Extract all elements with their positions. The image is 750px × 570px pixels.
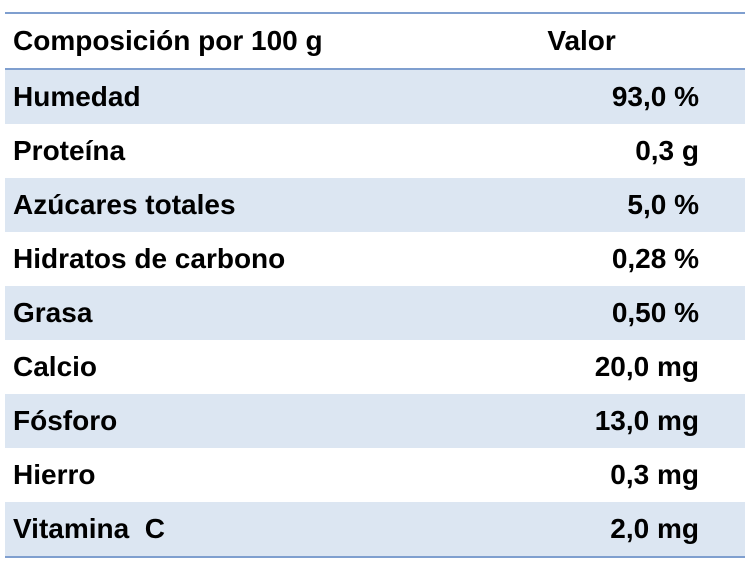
header-row: Composición por 100 g Valor bbox=[5, 13, 745, 70]
header-cell: Composición por 100 g bbox=[5, 13, 508, 70]
header-cell: Valor bbox=[507, 13, 745, 70]
row-value: 0,28 % bbox=[611, 243, 699, 274]
table-row: Hidratos de carbono 0,28 % bbox=[5, 232, 745, 286]
table-row: Vitamina C 2,0 mg bbox=[5, 502, 745, 557]
row-label: Hidratos de carbono bbox=[13, 243, 286, 274]
table-row: Proteína 0,3 g bbox=[5, 124, 745, 178]
row-value: 0,3 mg bbox=[610, 459, 699, 490]
table-row: Grasa 0,50 % bbox=[5, 286, 745, 340]
row-value: 2,0 mg bbox=[507, 502, 745, 557]
table-row: Hierro 0,3 mg bbox=[5, 448, 745, 502]
row-value: 20,0 mg bbox=[594, 351, 699, 382]
row-label: Grasa bbox=[5, 286, 508, 340]
row-label: Fósforo bbox=[5, 394, 508, 448]
table-header: Composición por 100 g Valor bbox=[5, 13, 745, 70]
row-value: 93,0 % bbox=[507, 69, 745, 124]
table-row: Fósforo 13,0 mg bbox=[5, 394, 745, 448]
table-row: Calcio 20,0 mg bbox=[5, 340, 745, 394]
nutrition-table: Composición por 100 g Valor Humedad 93,0 %… bbox=[5, 12, 745, 558]
row-label: Calcio bbox=[13, 351, 98, 382]
row-label: Humedad bbox=[5, 69, 508, 124]
row-label: Azúcares totales bbox=[5, 178, 508, 232]
row-value: 0,3 g bbox=[635, 135, 699, 166]
row-value: 13,0 mg bbox=[507, 394, 745, 448]
table-row: Humedad 93,0 % bbox=[5, 69, 745, 124]
table-row: Azúcares totales 5,0 % bbox=[5, 178, 745, 232]
row-value: 5,0 % bbox=[507, 178, 745, 232]
row-value: 0,50 % bbox=[507, 286, 745, 340]
row-label: Proteína bbox=[13, 135, 126, 166]
row-label: Vitamina C bbox=[5, 502, 508, 557]
row-label: Hierro bbox=[13, 459, 96, 490]
table-container: Composición por 100 g Valor Humedad 93,0 %… bbox=[5, 12, 745, 558]
table-body: Humedad 93,0 % Proteína 0,3 g Azúcares total… bbox=[5, 69, 745, 557]
